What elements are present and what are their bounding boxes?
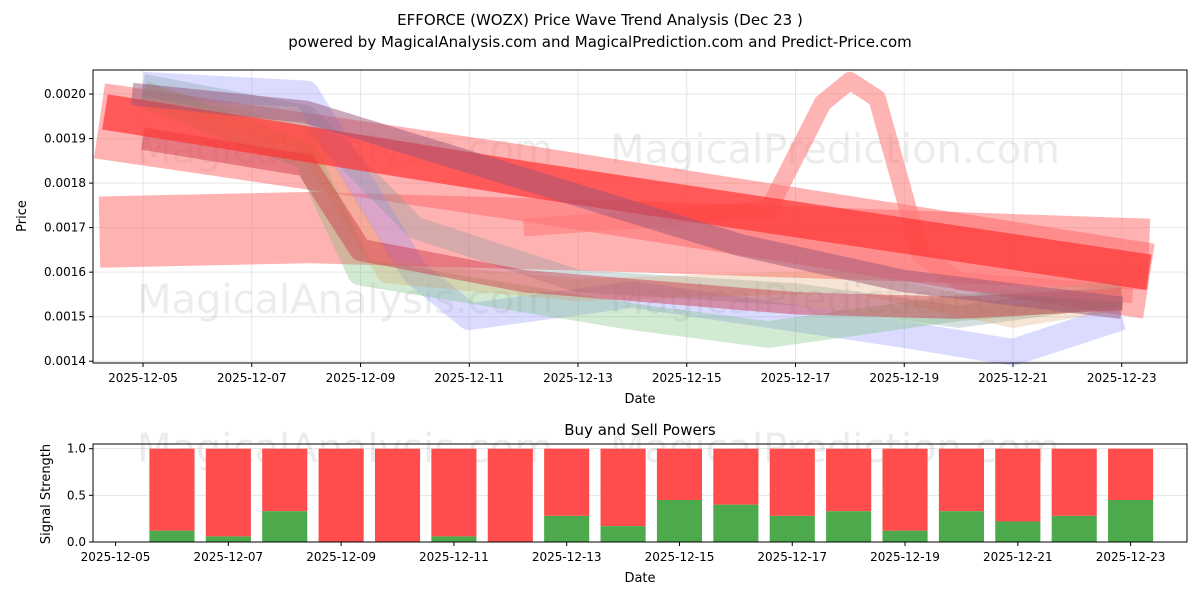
x-tick-label: 2025-12-19: [870, 550, 940, 564]
x-tick-label: 2025-12-09: [306, 550, 376, 564]
y-tick-label: 0.0020: [44, 87, 86, 101]
buy-bar: [205, 536, 251, 542]
x-tick-label: 2025-12-21: [983, 550, 1053, 564]
sell-bar: [487, 448, 533, 542]
buy-bar: [656, 500, 703, 542]
sell-bar: [769, 448, 815, 516]
sell-bar: [656, 448, 703, 500]
x-tick-label: 2025-12-09: [326, 371, 396, 385]
x-tick-label: 2025-12-07: [193, 550, 263, 564]
buy-bar: [431, 536, 477, 542]
buy-bar: [826, 511, 872, 542]
buysell-y-axis-label: Signal Strength: [39, 444, 54, 544]
plot-frame: [92, 69, 1188, 364]
x-tick-label: 2025-12-23: [1087, 371, 1157, 385]
plot-frame: [92, 443, 1188, 543]
price-y-axis-label: Price: [15, 200, 30, 232]
x-tick-label: 2025-12-05: [81, 550, 151, 564]
y-tick-label: 1.0: [67, 442, 86, 456]
x-tick-label: 2025-12-15: [652, 371, 722, 385]
y-tick-label: 0.0014: [44, 354, 86, 368]
buy-sell-chart: 0.0 0.5 1.0 2025-12-05 2025-12-07 2025-12-09 2…: [67, 426, 1188, 564]
x-tick-label: 2025-12-11: [419, 550, 489, 564]
wave-band-wave-purple: [130, 82, 1124, 319]
buy-bar: [1051, 515, 1097, 542]
x-tick-label: 2025-12-19: [869, 371, 939, 385]
y-tick-label: 0.5: [67, 488, 86, 502]
x-tick-label: 2025-12-13: [532, 550, 602, 564]
buy-bar: [544, 515, 590, 542]
buy-bar: [995, 521, 1041, 542]
y-tick-label: 0.0: [67, 535, 86, 549]
buy-bar: [149, 530, 195, 542]
x-tick-label: 2025-12-21: [978, 371, 1048, 385]
sell-bar: [938, 448, 984, 512]
x-tick-label: 2025-12-17: [761, 371, 831, 385]
watermark: MagicalAnalysis.com: [137, 277, 553, 323]
sell-bar: [544, 448, 590, 516]
sell-bar: [882, 448, 928, 531]
y-tick-label: 0.0019: [44, 132, 86, 146]
sell-bar: [826, 448, 872, 512]
sell-bar: [713, 448, 759, 505]
x-tick-label: 2025-12-13: [543, 371, 613, 385]
buy-bar: [882, 530, 928, 542]
buy-bar: [938, 511, 984, 542]
sell-bar: [149, 448, 195, 531]
price-x-axis-label: Date: [624, 392, 655, 407]
sell-bar: [995, 448, 1041, 522]
y-tick-label: 0.0015: [44, 310, 86, 324]
sell-bar: [205, 448, 251, 537]
y-tick-label: 0.0016: [44, 265, 86, 279]
sell-bar: [431, 448, 477, 537]
buysell-x-axis-label: Date: [624, 571, 655, 586]
sell-bar: [1051, 448, 1097, 516]
buy-bar: [600, 526, 646, 542]
chart-subtitle: powered by MagicalAnalysis.com and Magic…: [288, 33, 912, 51]
buy-sell-title: Buy and Sell Powers: [564, 421, 716, 439]
x-tick-label: 2025-12-05: [108, 371, 178, 385]
price-wave-chart: 0.0014 0.0015 0.0016 0.0017 0.0018 0.0019 0.00…: [44, 69, 1188, 385]
sell-bar: [600, 448, 646, 527]
wave-band-wave-dark-red: [141, 127, 1123, 319]
buy-bar: [262, 511, 308, 542]
x-tick-label: 2025-12-11: [434, 371, 504, 385]
sell-bar: [1108, 448, 1154, 500]
sell-bar: [262, 448, 308, 512]
chart-title: EFFORCE (WOZX) Price Wave Trend Analysis…: [397, 11, 803, 29]
buy-bar: [713, 504, 759, 542]
y-tick-label: 0.0018: [44, 176, 86, 190]
watermark: MagicalPrediction.com: [610, 127, 1060, 173]
x-tick-label: 2025-12-17: [757, 550, 827, 564]
y-tick-label: 0.0017: [44, 221, 86, 235]
sell-bar: [374, 448, 421, 542]
x-tick-label: 2025-12-23: [1096, 550, 1166, 564]
x-tick-label: 2025-12-15: [645, 550, 715, 564]
x-tick-label: 2025-12-07: [217, 371, 287, 385]
buy-bar: [1108, 500, 1154, 542]
sell-bar: [318, 448, 364, 542]
buy-bar: [769, 515, 815, 542]
